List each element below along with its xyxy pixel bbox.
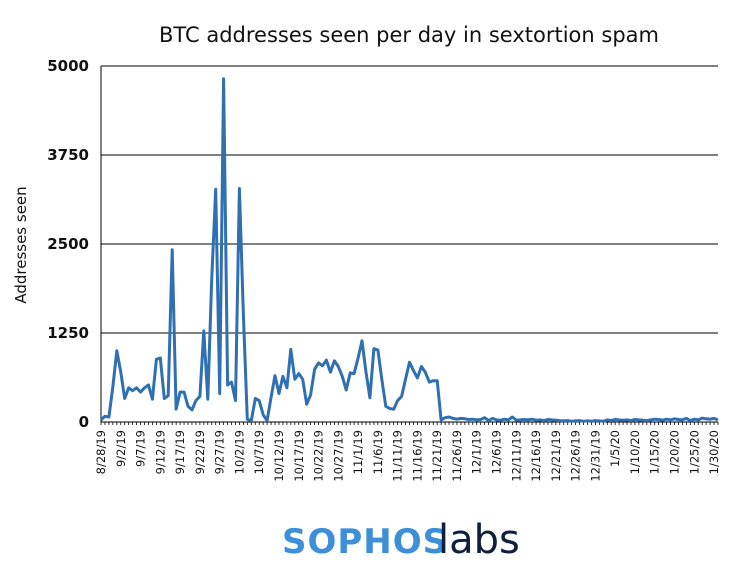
x-tick-label: 1/15/20	[648, 430, 662, 474]
x-tick-label: 9/12/19	[153, 430, 167, 474]
x-tick-label: 8/28/19	[94, 430, 108, 474]
logo-labs: labs	[438, 517, 520, 563]
series-line	[99, 77, 719, 423]
y-tick-label: 5000	[47, 57, 89, 75]
gridlines	[100, 65, 719, 425]
y-axis-label: Addresses seen	[12, 186, 30, 303]
x-tick-label: 12/11/19	[509, 430, 523, 482]
x-tick-label: 9/7/19	[134, 430, 148, 467]
x-tick-label: 1/10/20	[628, 430, 642, 474]
x-tick-label: 11/6/19	[371, 430, 385, 474]
x-tick-label: 10/7/19	[252, 430, 266, 474]
x-tick-label: 11/26/19	[450, 430, 464, 482]
y-tick-label: 2500	[47, 235, 89, 253]
y-tick-label: 0	[79, 413, 89, 431]
sophoslabs-logo: SOPHOS labs	[282, 517, 520, 563]
x-tick-label: 1/30/20	[707, 430, 721, 474]
x-tick-label: 11/11/19	[391, 430, 405, 482]
x-tick-label: 1/5/20	[608, 430, 622, 467]
x-tick-label: 9/2/19	[114, 430, 128, 467]
x-tick-label: 11/16/19	[410, 430, 424, 482]
x-tick-label: 10/27/19	[331, 430, 345, 482]
x-tick-label: 12/31/19	[588, 430, 602, 482]
y-tick-labels: 0 1250 2500 3750 5000	[47, 57, 89, 431]
y-tick-label: 1250	[47, 324, 89, 342]
x-tick-label: 10/12/19	[272, 430, 286, 482]
x-tick-label: 11/1/19	[351, 430, 365, 474]
x-tick-label: 10/22/19	[312, 430, 326, 482]
x-tick-label: 9/27/19	[213, 430, 227, 474]
chart-title: BTC addresses seen per day in sextortion…	[159, 23, 659, 47]
x-tick-label: 10/2/19	[232, 430, 246, 474]
x-tick-label: 9/17/19	[173, 430, 187, 474]
x-tick-label: 12/6/19	[490, 430, 504, 474]
x-tick-label: 12/16/19	[529, 430, 543, 482]
x-tick-label: 10/17/19	[292, 430, 306, 482]
x-tick-labels: 8/28/19 9/2/19 9/7/19 9/12/19 9/17/19 9/22/19…	[94, 430, 721, 482]
x-tick-label: 1/20/20	[667, 430, 681, 474]
x-tick-label: 9/22/19	[193, 430, 207, 474]
logo-sophos: SOPHOS	[282, 522, 448, 562]
x-tick-label: 12/21/19	[549, 430, 563, 482]
x-tick-label: 11/21/19	[430, 430, 444, 482]
x-tick-label: 12/1/19	[470, 430, 484, 474]
series-layer	[99, 77, 719, 423]
y-tick-label: 3750	[47, 146, 89, 164]
x-tick-label: 12/26/19	[569, 430, 583, 482]
x-tick-label: 1/25/20	[687, 430, 701, 474]
